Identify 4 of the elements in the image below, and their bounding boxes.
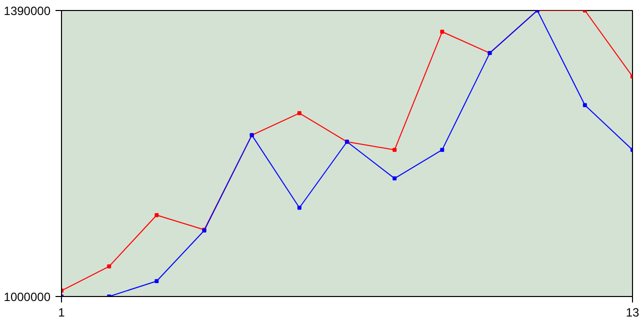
y-tick-label: 1000000	[4, 290, 51, 304]
x-tick-label: 13	[626, 306, 640, 320]
x-tick-label: 1	[58, 306, 66, 320]
y-tick-label: 1390000	[4, 4, 51, 18]
